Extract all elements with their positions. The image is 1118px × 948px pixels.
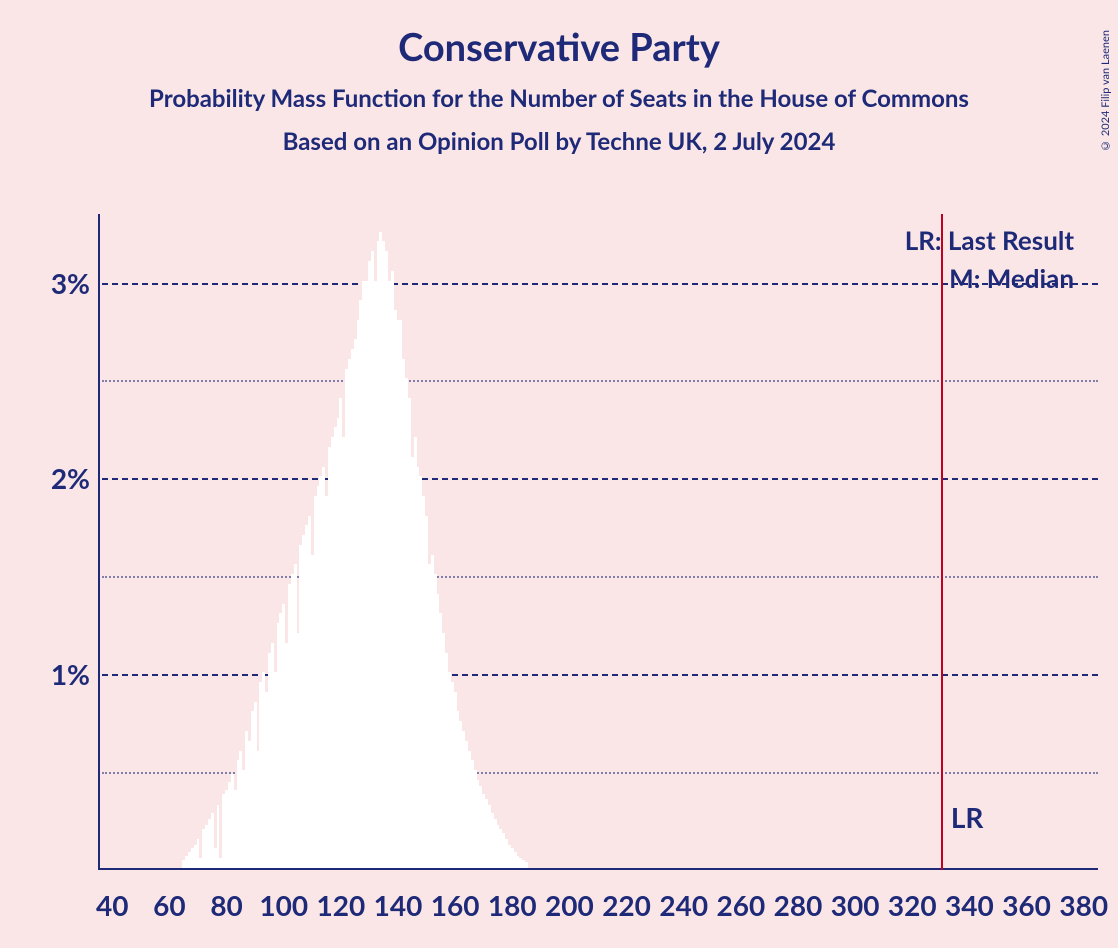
y-tick-label: 3% (51, 266, 90, 300)
x-tick-label: 280 (774, 888, 823, 922)
x-tick-label: 320 (888, 888, 937, 922)
grid-major (102, 674, 1098, 676)
x-tick-label: 80 (210, 888, 242, 922)
x-tick-label: 100 (259, 888, 308, 922)
grid-minor (102, 380, 1098, 382)
legend: LR: Last Result M: Median (905, 222, 1074, 297)
x-tick-label: 60 (153, 888, 185, 922)
x-tick-label: 200 (545, 888, 594, 922)
x-tick-label: 300 (831, 888, 880, 922)
grid-major (102, 478, 1098, 480)
last-result-line (941, 214, 943, 870)
last-result-label: LR (951, 800, 984, 834)
chart-subtitle: Probability Mass Function for the Number… (0, 84, 1118, 113)
legend-m: M: Median (905, 260, 1074, 298)
x-tick-label: 380 (1059, 888, 1108, 922)
x-tick-label: 340 (945, 888, 994, 922)
x-tick-label: 240 (659, 888, 708, 922)
x-tick-label: 220 (602, 888, 651, 922)
y-tick-label: 2% (51, 461, 90, 495)
x-tick-label: 140 (374, 888, 423, 922)
grid-minor (102, 576, 1098, 578)
x-tick-label: 120 (316, 888, 365, 922)
copyright-notice: © 2024 Filip van Laenen (1099, 30, 1112, 152)
legend-lr: LR: Last Result (905, 222, 1074, 260)
pmf-bar (525, 862, 528, 868)
chart-subtitle2: Based on an Opinion Poll by Techne UK, 2… (0, 127, 1118, 156)
x-axis (98, 868, 1098, 870)
plot-area: LR: Last Result M: Median LR (98, 214, 1098, 870)
x-tick-label: 180 (488, 888, 537, 922)
grid-major (102, 283, 1098, 285)
x-tick-label: 260 (716, 888, 765, 922)
y-tick-label: 1% (51, 657, 90, 691)
x-tick-label: 40 (96, 888, 128, 922)
x-tick-label: 360 (1002, 888, 1051, 922)
x-tick-label: 160 (431, 888, 480, 922)
chart-title: Conservative Party (0, 24, 1118, 70)
y-axis (98, 214, 100, 870)
